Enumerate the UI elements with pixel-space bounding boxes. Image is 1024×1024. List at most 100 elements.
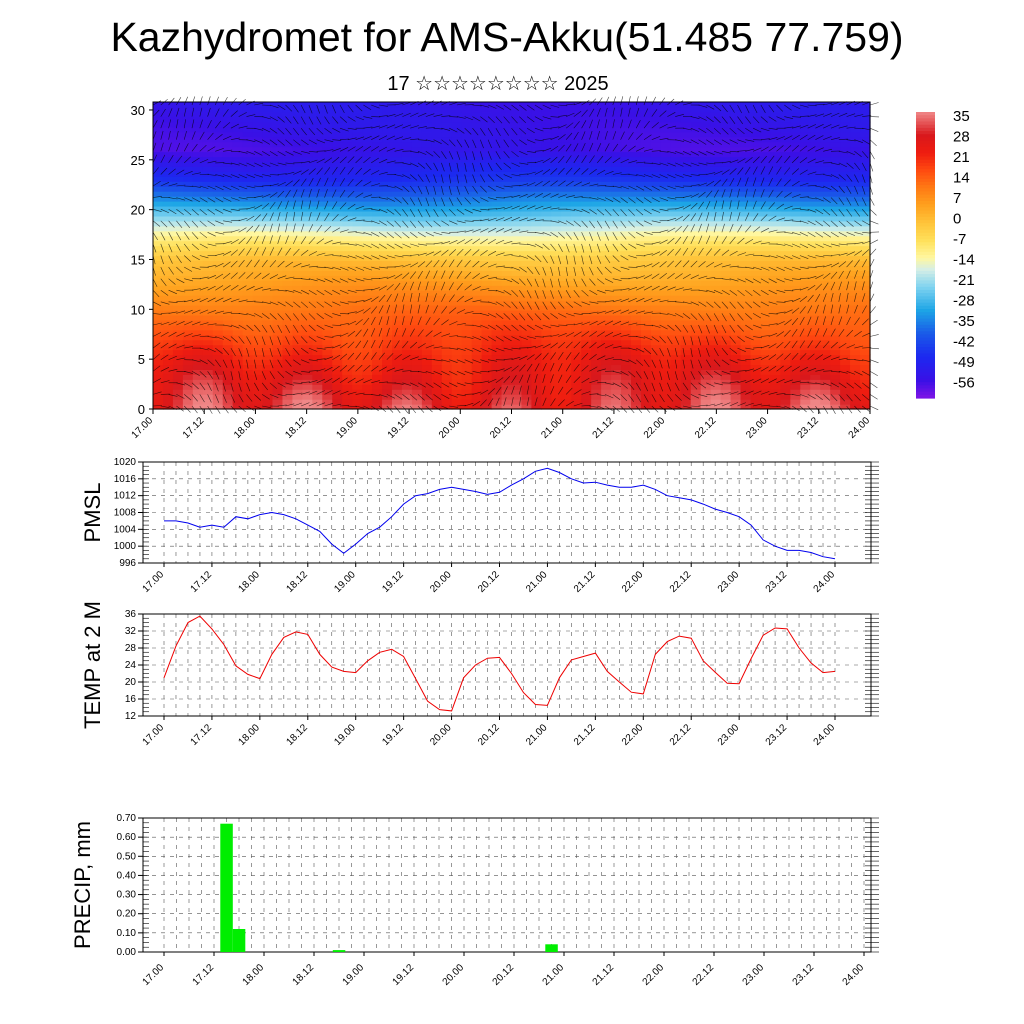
- heatmap-cell: [640, 141, 652, 148]
- heatmap-cell: [611, 230, 622, 237]
- heatmap-cell: [770, 399, 781, 405]
- wind-vector: [199, 359, 208, 365]
- heatmap-cell: [451, 374, 463, 380]
- heatmap-cell: [401, 275, 413, 281]
- heatmap-cell: [860, 364, 871, 370]
- heatmap-cell: [431, 191, 443, 197]
- heatmap-cell: [172, 151, 184, 158]
- heatmap-cell: [581, 309, 592, 316]
- heatmap-cell: [690, 265, 702, 271]
- heatmap-cell: [700, 359, 712, 366]
- heatmap-cell: [581, 389, 592, 395]
- heatmap-cell: [790, 161, 801, 167]
- heatmap-cell: [541, 379, 552, 385]
- heatmap-cell: [730, 161, 742, 167]
- wind-vector: [152, 220, 161, 227]
- heatmap-cell: [631, 131, 642, 138]
- heatmap-cell: [531, 319, 542, 326]
- heatmap-cell: [372, 240, 383, 247]
- heatmap-cell: [650, 102, 662, 108]
- heatmap-cell: [302, 354, 313, 361]
- heatmap-cell: [770, 374, 781, 380]
- heatmap-cell: [481, 161, 493, 167]
- wind-vector: [199, 394, 205, 403]
- heatmap-cell: [342, 255, 353, 262]
- heatmap-cell: [322, 181, 333, 187]
- heatmap-cell: [561, 141, 572, 148]
- wind-vector: [230, 298, 240, 303]
- heatmap-cell: [342, 225, 353, 232]
- heatmap-cell: [860, 334, 871, 341]
- heatmap-cell: [750, 300, 762, 306]
- heatmap-cell: [312, 176, 323, 182]
- heatmap-cell: [322, 156, 333, 163]
- heatmap-cell: [780, 275, 791, 281]
- heatmap-cell: [631, 359, 642, 366]
- heatmap-cell: [192, 309, 204, 316]
- heatmap-cell: [551, 171, 562, 177]
- heatmap-cell: [650, 344, 662, 351]
- heatmap-cell: [401, 151, 413, 158]
- heatmap-cell: [541, 374, 552, 380]
- heatmap-cell: [740, 186, 752, 192]
- heatmap-cell: [421, 230, 433, 237]
- heatmap-cell: [411, 324, 423, 331]
- heatmap-cell: [362, 106, 373, 113]
- heatmap-cell: [202, 220, 214, 227]
- heatmap-cell: [621, 106, 632, 113]
- heatmap-cell: [312, 359, 323, 366]
- wind-vector: [222, 251, 232, 256]
- wind-vector: [168, 321, 178, 326]
- heatmap-cell: [650, 309, 662, 316]
- heatmap-cell: [561, 404, 572, 410]
- heatmap-cell: [611, 151, 622, 158]
- heatmap-cell: [282, 121, 294, 128]
- wind-vector: [191, 172, 201, 175]
- heatmap-cell: [182, 314, 194, 321]
- heatmap-cell: [621, 374, 632, 380]
- heatmap-cell: [471, 295, 483, 301]
- heatmap-cell: [192, 181, 204, 187]
- heatmap-cell: [153, 171, 164, 177]
- heatmap-cell: [531, 389, 542, 395]
- wind-vector: [269, 247, 275, 256]
- heatmap-cell: [720, 295, 732, 301]
- heatmap-cell: [740, 225, 752, 232]
- wind-vector: [199, 286, 209, 291]
- heatmap-cell: [740, 369, 752, 375]
- heatmap-cell: [182, 106, 194, 113]
- heatmap-cell: [362, 399, 373, 405]
- wind-vector: [246, 405, 255, 411]
- heatmap-cell: [242, 225, 254, 232]
- heatmap-cell: [272, 166, 284, 172]
- heatmap-cell: [830, 265, 841, 271]
- wind-vector: [254, 348, 257, 357]
- heatmap-cell: [810, 275, 821, 281]
- heatmap-cell: [511, 349, 523, 356]
- heatmap-cell: [172, 250, 184, 257]
- heatmap-cell: [501, 116, 513, 123]
- heatmap-cell: [352, 215, 363, 222]
- heatmap-cell: [262, 319, 274, 326]
- heatmap-cell: [153, 146, 164, 153]
- heatmap-cell: [750, 131, 762, 138]
- heatmap-cell: [561, 324, 572, 331]
- heatmap-cell: [451, 186, 463, 192]
- heatmap-cell: [640, 151, 652, 158]
- heatmap-cell: [302, 156, 313, 163]
- heatmap-cell: [272, 339, 284, 346]
- heatmap-cell: [840, 270, 851, 276]
- heatmap-cell: [312, 285, 323, 291]
- heatmap-cell: [392, 245, 403, 252]
- heatmap-cell: [710, 349, 722, 356]
- heatmap-cell: [411, 344, 423, 351]
- wind-vector: [160, 331, 169, 337]
- heatmap-cell: [481, 314, 493, 321]
- heatmap-cell: [830, 344, 841, 351]
- heatmap-cell: [770, 384, 781, 390]
- heatmap-cell: [611, 275, 622, 281]
- heatmap-cell: [551, 394, 562, 400]
- wind-vector: [285, 200, 289, 210]
- heatmap-cell: [591, 275, 602, 281]
- heatmap-cell: [272, 141, 284, 148]
